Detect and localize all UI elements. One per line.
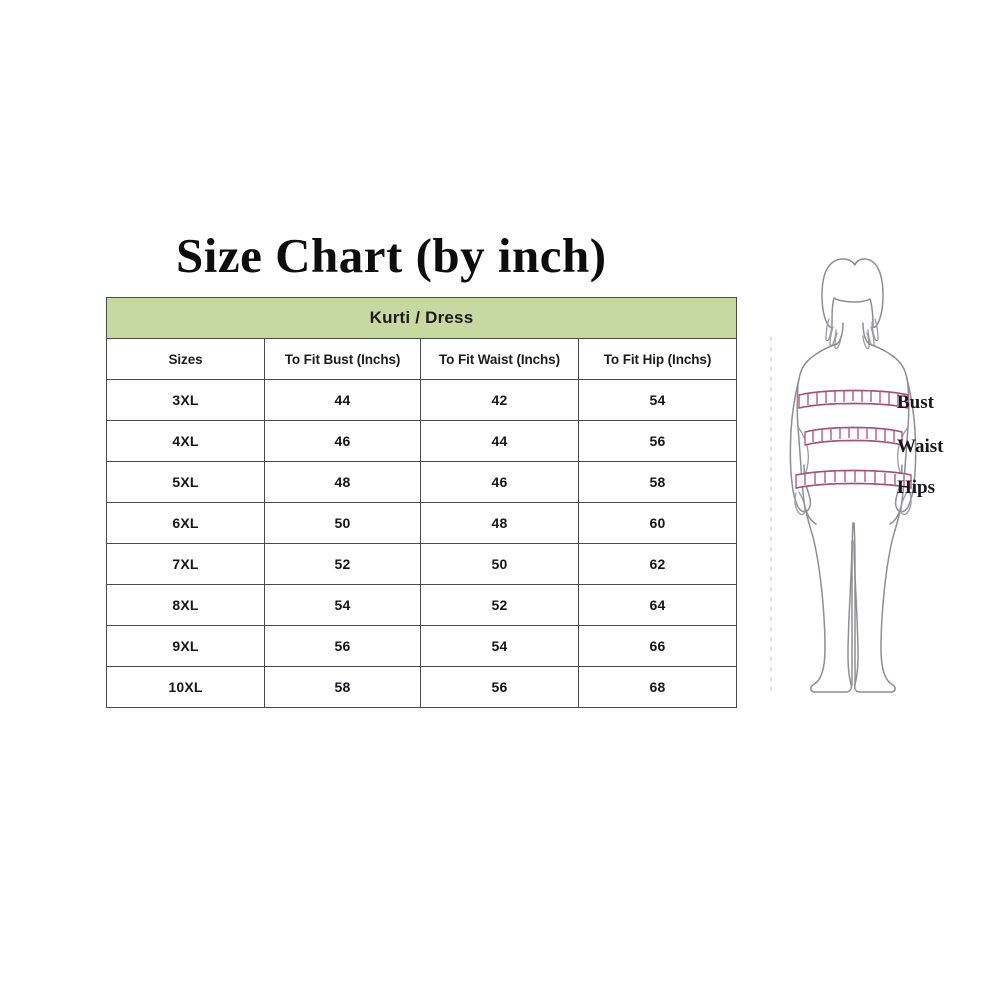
cell-waist: 42 xyxy=(420,379,579,421)
cell-hip: 60 xyxy=(578,502,737,544)
column-header-hip: To Fit Hip (Inchs) xyxy=(578,338,737,380)
cell-size: 6XL xyxy=(106,502,265,544)
table-row: 7XL 52 50 62 xyxy=(106,543,737,585)
label-waist: Waist xyxy=(897,436,944,457)
cell-bust: 46 xyxy=(264,420,421,462)
table-row: 9XL 56 54 66 xyxy=(106,625,737,667)
column-header-sizes: Sizes xyxy=(106,338,265,380)
cell-bust: 52 xyxy=(264,543,421,585)
cell-hip: 68 xyxy=(578,666,737,708)
hips-tape-icon xyxy=(795,469,912,489)
hand-right-icon xyxy=(900,491,912,516)
bust-tape-icon xyxy=(798,389,909,409)
arm-right-icon xyxy=(894,378,917,513)
table-row: 6XL 50 48 60 xyxy=(106,502,737,544)
neck-left-icon xyxy=(836,322,844,345)
cell-hip: 54 xyxy=(578,379,737,421)
cell-waist: 56 xyxy=(420,666,579,708)
cell-size: 5XL xyxy=(106,461,265,503)
cell-bust: 44 xyxy=(264,379,421,421)
cell-bust: 54 xyxy=(264,584,421,626)
cell-size: 9XL xyxy=(106,625,265,667)
arm-left-icon xyxy=(789,378,812,513)
cell-hip: 66 xyxy=(578,625,737,667)
leg-right-icon xyxy=(853,506,902,693)
table-header-row: Sizes To Fit Bust (Inchs) To Fit Waist (… xyxy=(106,338,737,380)
cell-waist: 44 xyxy=(420,420,579,462)
size-chart-table: Kurti / Dress Sizes To Fit Bust (Inchs) … xyxy=(106,297,737,708)
cell-hip: 56 xyxy=(578,420,737,462)
cell-waist: 46 xyxy=(420,461,579,503)
cell-hip: 62 xyxy=(578,543,737,585)
cell-waist: 52 xyxy=(420,584,579,626)
cell-bust: 50 xyxy=(264,502,421,544)
neck-right-icon xyxy=(862,322,870,345)
table-row: 10XL 58 56 68 xyxy=(106,666,737,708)
leg-left-icon xyxy=(804,506,853,693)
inner-leg-line-right-icon xyxy=(853,522,856,686)
table-band-row: Kurti / Dress xyxy=(106,297,737,339)
table-row: 3XL 44 42 54 xyxy=(106,379,737,421)
female-body-diagram-icon xyxy=(770,258,917,693)
cell-hip: 64 xyxy=(578,584,737,626)
cell-size: 8XL xyxy=(106,584,265,626)
page-title: Size Chart (by inch) xyxy=(176,228,607,283)
inner-leg-line-left-icon xyxy=(851,522,854,686)
cell-hip: 58 xyxy=(578,461,737,503)
measurement-figure-panel: Bust Waist Hips xyxy=(755,245,995,715)
column-header-bust: To Fit Bust (Inchs) xyxy=(264,338,421,380)
table-row: 5XL 48 46 58 xyxy=(106,461,737,503)
cell-waist: 48 xyxy=(420,502,579,544)
hair-strand-right-3-icon xyxy=(862,332,870,350)
head-icon xyxy=(821,258,884,329)
cell-size: 7XL xyxy=(106,543,265,585)
cell-waist: 50 xyxy=(420,543,579,585)
hair-strand-right-icon xyxy=(871,318,879,342)
label-bust: Bust xyxy=(897,392,934,413)
cell-waist: 54 xyxy=(420,625,579,667)
label-hips: Hips xyxy=(897,477,936,498)
waist-curve-right-icon xyxy=(896,426,909,476)
cell-bust: 56 xyxy=(264,625,421,667)
cell-size: 10XL xyxy=(106,666,265,708)
waist-tape-icon xyxy=(804,426,903,446)
column-header-waist: To Fit Waist (Inchs) xyxy=(420,338,579,380)
cell-size: 4XL xyxy=(106,420,265,462)
hair-strand-left-3-icon xyxy=(834,332,842,350)
hair-strand-left-icon xyxy=(825,318,833,342)
hand-left-icon xyxy=(794,491,806,516)
table-row: 8XL 54 52 64 xyxy=(106,584,737,626)
cell-bust: 48 xyxy=(264,461,421,503)
cell-size: 3XL xyxy=(106,379,265,421)
table-row: 4XL 46 44 56 xyxy=(106,420,737,462)
waist-curve-left-icon xyxy=(797,426,810,476)
cell-bust: 58 xyxy=(264,666,421,708)
band-label: Kurti / Dress xyxy=(106,297,737,339)
